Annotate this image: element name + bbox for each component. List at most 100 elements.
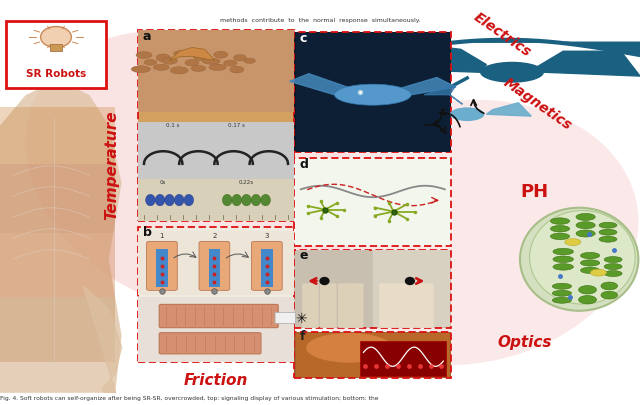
Polygon shape [390, 100, 448, 115]
Ellipse shape [553, 256, 573, 263]
Bar [138, 31, 294, 113]
Ellipse shape [136, 53, 152, 60]
Ellipse shape [223, 195, 232, 206]
FancyBboxPatch shape [294, 159, 451, 246]
Ellipse shape [261, 195, 271, 206]
Ellipse shape [234, 55, 246, 62]
Text: SR Robots: SR Robots [26, 68, 86, 79]
Text: a: a [143, 30, 151, 43]
Text: Temperature: Temperature [104, 110, 120, 219]
Ellipse shape [153, 65, 169, 71]
Ellipse shape [251, 195, 261, 206]
FancyBboxPatch shape [6, 21, 106, 88]
Bar [261, 249, 273, 287]
Ellipse shape [144, 60, 157, 66]
FancyBboxPatch shape [159, 333, 261, 354]
FancyBboxPatch shape [138, 227, 294, 362]
Ellipse shape [576, 222, 595, 229]
FancyBboxPatch shape [320, 284, 337, 328]
Ellipse shape [530, 211, 635, 304]
Bar [209, 249, 220, 287]
Ellipse shape [552, 298, 572, 303]
Ellipse shape [19, 45, 83, 89]
Ellipse shape [184, 195, 193, 206]
Bar [138, 231, 294, 295]
Ellipse shape [552, 284, 572, 290]
Text: 1: 1 [159, 232, 164, 239]
Ellipse shape [283, 100, 639, 365]
Ellipse shape [601, 282, 618, 290]
Bar [296, 34, 450, 152]
Ellipse shape [580, 253, 600, 259]
Ellipse shape [193, 54, 210, 62]
Ellipse shape [174, 195, 184, 206]
Ellipse shape [165, 195, 175, 206]
Ellipse shape [550, 226, 570, 232]
FancyBboxPatch shape [347, 284, 364, 328]
Bar [138, 180, 294, 222]
FancyBboxPatch shape [252, 242, 282, 291]
Ellipse shape [156, 55, 170, 62]
Ellipse shape [450, 108, 484, 122]
Ellipse shape [604, 257, 622, 263]
FancyBboxPatch shape [147, 242, 177, 291]
Bar [0, 233, 115, 298]
Ellipse shape [550, 218, 570, 225]
Text: b: b [143, 226, 152, 239]
Text: 0.17 s: 0.17 s [228, 122, 245, 127]
Text: Friction: Friction [184, 372, 248, 387]
Bar [0, 298, 115, 362]
Text: f: f [300, 329, 305, 342]
Text: 3: 3 [264, 232, 269, 239]
Ellipse shape [601, 292, 618, 299]
Bar [138, 298, 294, 362]
Polygon shape [290, 75, 347, 96]
Text: c: c [300, 32, 307, 45]
Ellipse shape [185, 60, 199, 67]
Text: Fig. 4. Soft robots can self-organize after being SR-SR, overcrowded, top: signa: Fig. 4. Soft robots can self-organize af… [0, 395, 378, 400]
Polygon shape [0, 81, 122, 393]
FancyBboxPatch shape [294, 332, 451, 377]
Ellipse shape [599, 230, 617, 236]
Ellipse shape [576, 230, 595, 237]
Ellipse shape [209, 65, 227, 71]
Ellipse shape [604, 264, 622, 270]
Ellipse shape [480, 63, 544, 83]
Ellipse shape [580, 268, 600, 274]
Ellipse shape [335, 85, 412, 106]
Ellipse shape [224, 61, 237, 67]
Ellipse shape [41, 28, 72, 49]
Ellipse shape [591, 269, 607, 276]
Bar [0, 107, 115, 164]
Ellipse shape [553, 264, 573, 271]
FancyBboxPatch shape [338, 284, 355, 328]
FancyBboxPatch shape [380, 284, 398, 328]
Text: Electrics: Electrics [471, 10, 534, 60]
Ellipse shape [173, 51, 191, 58]
Ellipse shape [599, 223, 617, 229]
Text: ✳: ✳ [295, 311, 307, 326]
Ellipse shape [576, 214, 595, 221]
Polygon shape [371, 43, 486, 73]
Ellipse shape [604, 271, 622, 277]
Polygon shape [486, 104, 531, 117]
Ellipse shape [319, 277, 330, 286]
Ellipse shape [306, 333, 392, 363]
Polygon shape [424, 86, 463, 105]
Bar [360, 341, 447, 376]
Ellipse shape [214, 52, 228, 59]
Ellipse shape [230, 67, 244, 74]
Ellipse shape [162, 58, 178, 65]
Text: 0.22s: 0.22s [239, 179, 254, 184]
FancyBboxPatch shape [397, 284, 416, 328]
Ellipse shape [580, 260, 600, 266]
FancyBboxPatch shape [294, 33, 451, 153]
Bar [50, 45, 63, 52]
Text: Magnetics: Magnetics [500, 75, 575, 132]
FancyBboxPatch shape [294, 250, 451, 328]
Text: Optics: Optics [497, 334, 552, 349]
Polygon shape [83, 286, 122, 405]
Bar [372, 251, 450, 327]
Ellipse shape [232, 195, 242, 206]
Ellipse shape [242, 195, 252, 206]
